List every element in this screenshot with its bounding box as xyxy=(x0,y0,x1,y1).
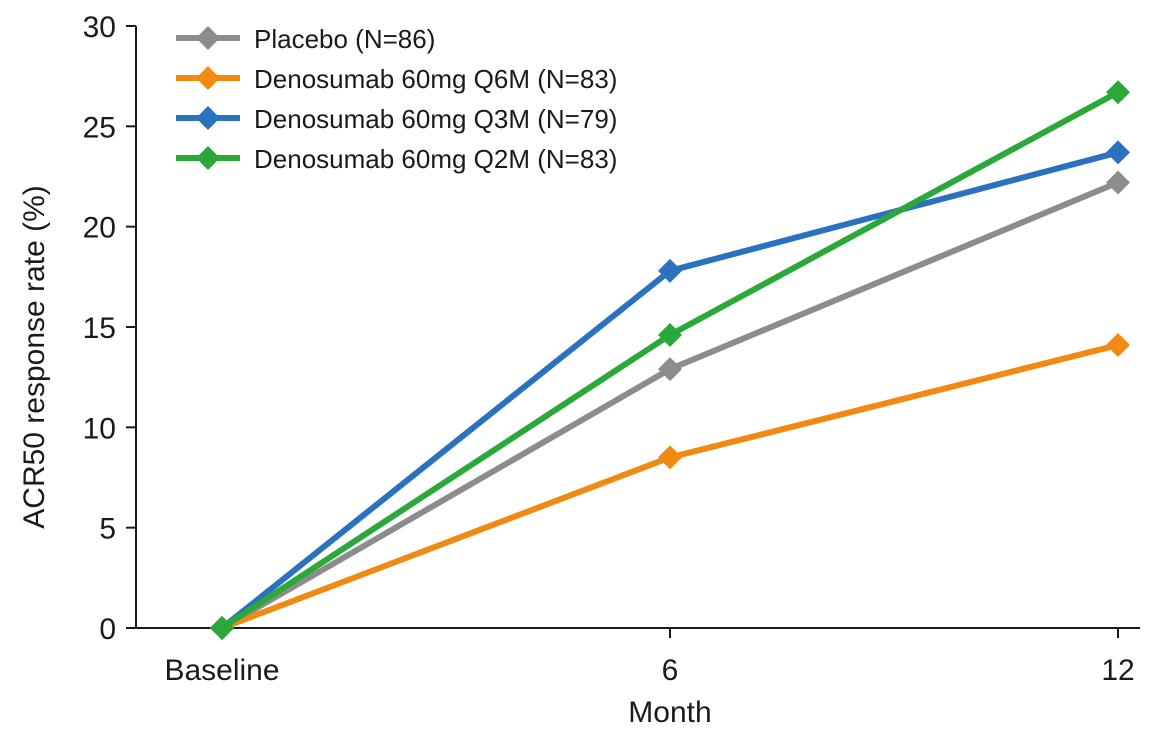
legend-swatch-marker xyxy=(196,66,220,90)
x-tick-label: 12 xyxy=(1101,654,1134,687)
legend-item: Denosumab 60mg Q6M (N=83) xyxy=(176,64,617,94)
y-tick-label: 5 xyxy=(99,513,116,546)
series-0 xyxy=(210,170,1130,640)
data-point xyxy=(658,445,682,470)
x-tick-label: Baseline xyxy=(164,654,279,687)
y-tick-label: 10 xyxy=(83,412,116,445)
data-point xyxy=(1106,140,1130,165)
x-tick-label: 6 xyxy=(662,654,679,687)
x-axis-title: Month xyxy=(628,696,711,729)
legend-item: Denosumab 60mg Q3M (N=79) xyxy=(176,104,617,134)
data-point xyxy=(1106,333,1130,358)
chart-axes: 0 5 10 15 20 25 30 Baseline 6 12 xyxy=(83,11,1140,687)
series-3 xyxy=(210,80,1130,640)
legend-swatch-marker xyxy=(196,146,220,170)
data-point xyxy=(210,616,234,640)
y-tick-label: 25 xyxy=(83,111,116,144)
legend: Placebo (N=86) Denosumab 60mg Q6M (N=83) D… xyxy=(176,24,617,174)
legend-label: Denosumab 60mg Q3M (N=79) xyxy=(254,104,617,134)
legend-swatch-marker xyxy=(196,26,220,50)
series-line xyxy=(220,342,1119,631)
legend-label: Placebo (N=86) xyxy=(254,24,435,54)
legend-swatch-marker xyxy=(196,106,220,130)
data-point xyxy=(658,323,682,348)
legend-item: Placebo (N=86) xyxy=(176,24,435,54)
data-point xyxy=(658,357,682,382)
legend-label: Denosumab 60mg Q2M (N=83) xyxy=(254,144,617,174)
data-point xyxy=(1106,170,1130,195)
series-line xyxy=(220,149,1119,631)
y-axis-title: ACR50 response rate (%) xyxy=(18,185,51,528)
series-2 xyxy=(210,140,1130,640)
data-point xyxy=(658,258,682,283)
data-point xyxy=(1106,80,1130,105)
series-line xyxy=(220,179,1120,631)
series-layer xyxy=(210,80,1130,640)
legend-label: Denosumab 60mg Q6M (N=83) xyxy=(254,64,617,94)
legend-item: Denosumab 60mg Q2M (N=83) xyxy=(176,144,617,174)
y-tick-label: 30 xyxy=(83,11,116,44)
y-tick-label: 20 xyxy=(83,212,116,245)
y-tick-label: 15 xyxy=(83,312,116,345)
y-tick-label: 0 xyxy=(99,613,116,646)
